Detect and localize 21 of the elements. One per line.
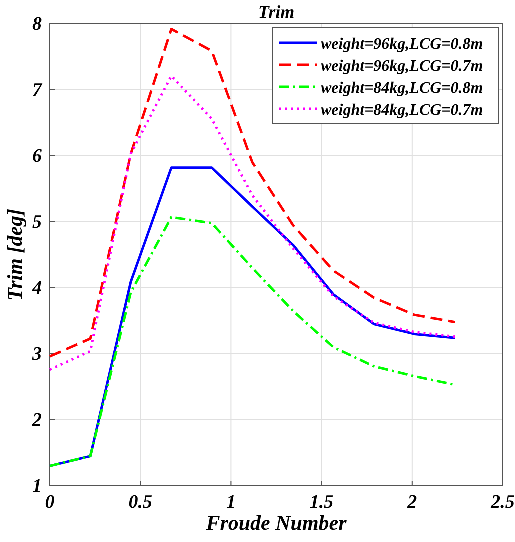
chart-title: Trim (258, 2, 295, 22)
legend-label: weight=96kg,LCG=0.7m (321, 58, 484, 75)
x-tick-label: 1.5 (310, 492, 334, 513)
x-axis-title: Froude Number (205, 511, 348, 535)
y-tick-label: 5 (32, 212, 42, 233)
y-axis-title: Trim [deg] (3, 209, 27, 301)
y-tick-label: 7 (32, 80, 44, 101)
legend-label: weight=84kg,LCG=0.8m (321, 80, 484, 97)
y-tick-label: 3 (32, 344, 42, 365)
x-tick-label: 2.5 (490, 492, 515, 513)
x-tick-label: 1 (226, 492, 236, 513)
y-tick-label: 8 (32, 14, 42, 35)
y-tick-label: 2 (32, 410, 42, 431)
legend-label: weight=96kg,LCG=0.8m (321, 36, 484, 53)
x-tick-label: 0.5 (128, 492, 153, 513)
y-tick-label: 6 (32, 146, 42, 167)
y-tick-label: 4 (32, 278, 42, 299)
y-tick-label: 1 (32, 476, 42, 497)
legend-label: weight=84kg,LCG=0.7m (321, 102, 484, 119)
x-tick-label: 2 (406, 492, 418, 513)
x-tick-label: 0 (45, 492, 56, 513)
